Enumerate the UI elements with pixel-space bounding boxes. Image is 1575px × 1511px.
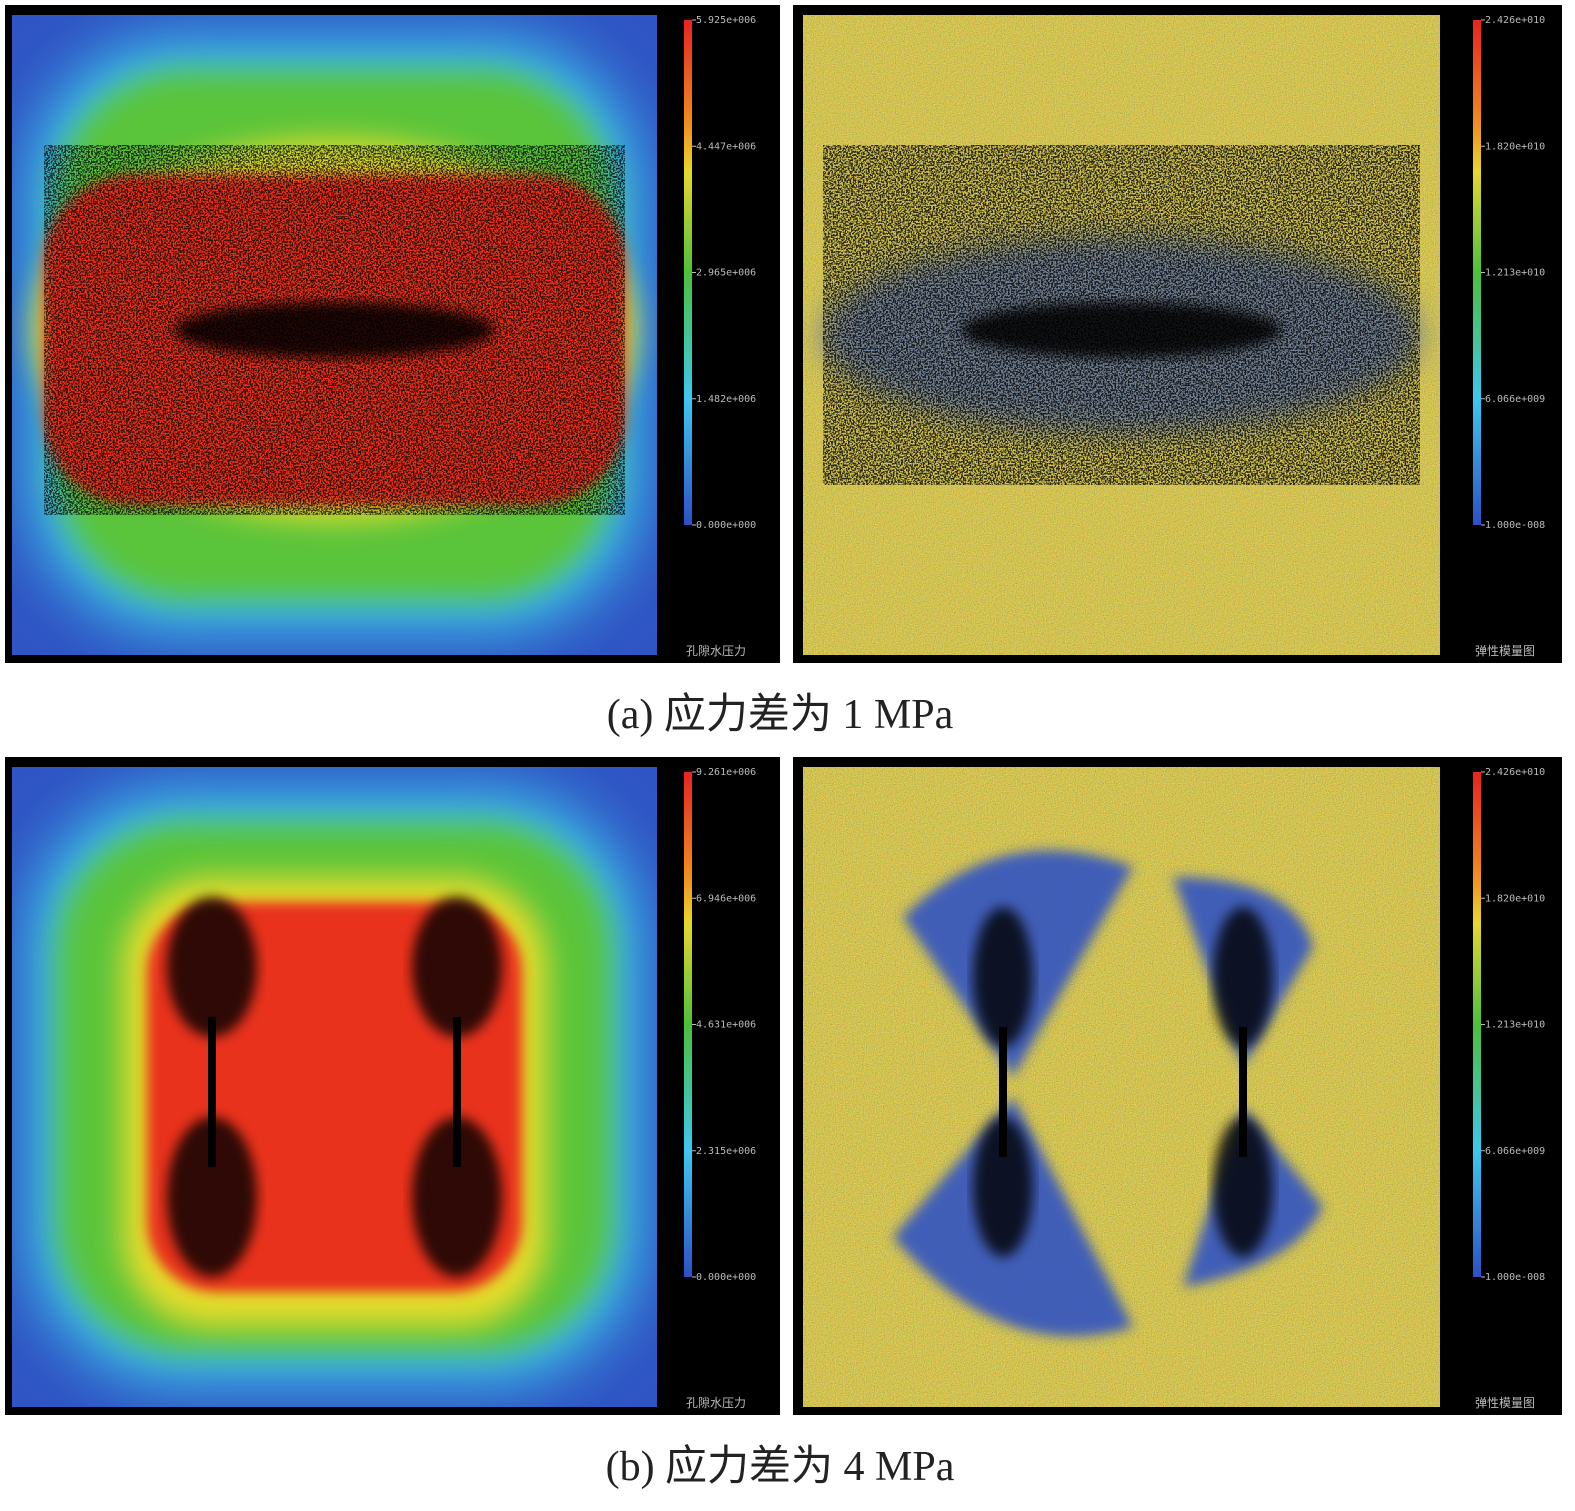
crack-bottom [412, 1117, 502, 1277]
crack-stem [1239, 1027, 1247, 1157]
map: 5.925e+006 4.447e+006 2.965e+006 1.482e+006… [5, 5, 780, 663]
crack-bottom [1213, 1117, 1273, 1257]
crack-stem [999, 1027, 1007, 1157]
crack-top [973, 907, 1033, 1047]
crack-stem [453, 1017, 461, 1167]
map-title: 弹性模量图 [1475, 1396, 1535, 1410]
field [803, 15, 1440, 655]
colorbar-label: 1.000e-008 [1485, 1272, 1545, 1283]
colorbar-label: 6.066e+009 [1485, 1146, 1545, 1157]
crack-top [167, 897, 257, 1037]
colorbar [684, 20, 692, 525]
field [803, 767, 1440, 1407]
crack-top [1213, 907, 1273, 1047]
colorbar-label: 2.426e+010 [1485, 767, 1545, 778]
colorbar-label: 0.000e+000 [696, 1272, 756, 1283]
map-title: 孔隙水压力 [686, 1396, 746, 1410]
colorbar-label: 2.315e+006 [696, 1146, 756, 1157]
map-title: 弹性模量图 [1475, 644, 1535, 658]
colorbar [1473, 772, 1481, 1277]
colorbar [684, 772, 692, 1277]
colorbar-label: 0.000e+000 [696, 520, 756, 531]
colorbar-label: 2.426e+010 [1485, 15, 1545, 26]
colorbar-label: 1.000e-008 [1485, 520, 1545, 531]
panel: 9.261e+006 6.946e+006 4.631e+006 2.315e+006… [5, 757, 1562, 1490]
panel-caption: (a) 应力差为 1 MPa [607, 691, 954, 738]
colorbar-label: 4.631e+006 [696, 1020, 756, 1031]
colorbar-label: 1.213e+010 [1485, 1020, 1545, 1031]
map-title: 孔隙水压力 [686, 644, 746, 658]
field [12, 767, 657, 1407]
map: 2.426e+010 1.820e+010 1.213e+010 6.066e+009… [793, 5, 1562, 663]
colorbar-label: 6.946e+006 [696, 893, 756, 904]
colorbar-label: 1.482e+006 [696, 394, 756, 405]
colorbar-label: 1.820e+010 [1485, 141, 1545, 152]
colorbar-label: 6.066e+009 [1485, 394, 1545, 405]
crack-stem [208, 1017, 216, 1167]
crack-bottom [973, 1117, 1033, 1257]
colorbar-label: 1.213e+010 [1485, 268, 1545, 279]
crack-core [961, 302, 1282, 358]
panel-caption: (b) 应力差为 4 MPa [606, 1443, 955, 1490]
colorbar-label: 2.965e+006 [696, 268, 756, 279]
colorbar-label: 5.925e+006 [696, 15, 756, 26]
map: 2.426e+010 1.820e+010 1.213e+010 6.066e+009… [793, 757, 1562, 1415]
crack-core [174, 302, 495, 358]
crack-bottom [167, 1117, 257, 1277]
map: 9.261e+006 6.946e+006 4.631e+006 2.315e+006… [5, 757, 780, 1415]
colorbar-label: 4.447e+006 [696, 141, 756, 152]
colorbar-label: 9.261e+006 [696, 767, 756, 778]
colorbar [1473, 20, 1481, 525]
crack-top [412, 897, 502, 1037]
panel: 5.925e+006 4.447e+006 2.965e+006 1.482e+006… [5, 5, 1562, 738]
field [12, 15, 657, 655]
colorbar-label: 1.820e+010 [1485, 893, 1545, 904]
